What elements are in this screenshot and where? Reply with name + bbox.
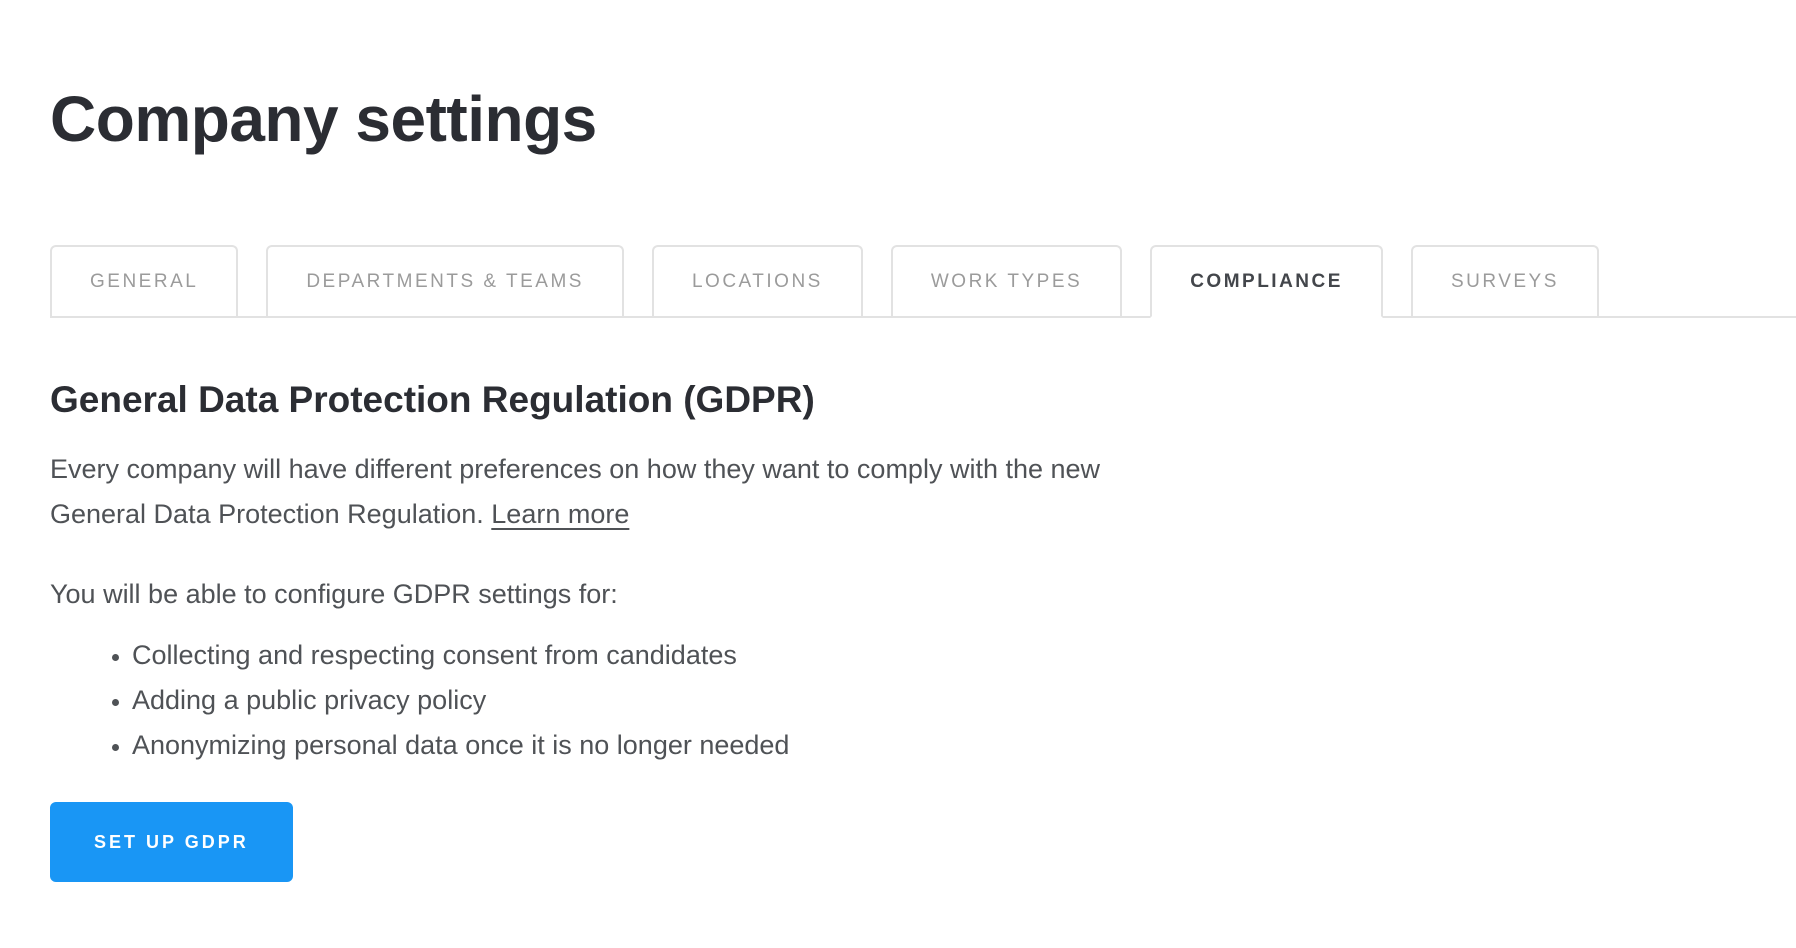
configure-intro-text: You will be able to configure GDPR setti… — [50, 579, 618, 609]
learn-more-link[interactable]: Learn more — [491, 499, 630, 529]
gdpr-heading: General Data Protection Regulation (GDPR… — [50, 379, 815, 420]
tab-surveys[interactable]: SURVEYS — [1410, 245, 1599, 316]
list-item: Adding a public privacy policy — [132, 678, 1796, 723]
tab-locations[interactable]: LOCATIONS — [651, 245, 863, 316]
list-item: Collecting and respecting consent from c… — [132, 633, 1796, 678]
set-up-gdpr-button[interactable]: SET UP GDPR — [50, 802, 293, 882]
gdpr-intro-paragraph: Every company will have different prefer… — [50, 447, 1796, 537]
tab-compliance[interactable]: COMPLIANCE — [1150, 245, 1383, 318]
list-item: Anonymizing personal data once it is no … — [132, 723, 1796, 768]
compliance-panel: General Data Protection Regulation (GDPR… — [50, 378, 1796, 882]
gdpr-feature-list: Collecting and respecting consent from c… — [50, 633, 1796, 768]
gdpr-intro-text: Every company will have different prefer… — [50, 454, 1101, 529]
settings-tabbar: GENERAL DEPARTMENTS & TEAMS LOCATIONS WO… — [50, 245, 1796, 318]
tab-work-types[interactable]: WORK TYPES — [890, 245, 1123, 316]
tab-general[interactable]: GENERAL — [50, 245, 239, 316]
tab-departments-teams[interactable]: DEPARTMENTS & TEAMS — [266, 245, 624, 316]
page-title: Company settings — [50, 83, 597, 155]
